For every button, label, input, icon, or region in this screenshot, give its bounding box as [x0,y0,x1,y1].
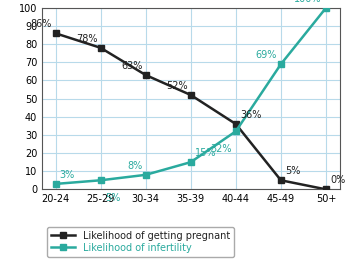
Legend: Likelihood of getting pregnant, Likelihood of infertility: Likelihood of getting pregnant, Likeliho… [47,227,234,257]
Text: 100%: 100% [294,0,322,4]
Line: Likelihood of getting pregnant: Likelihood of getting pregnant [52,30,329,193]
Likelihood of getting pregnant [324,188,328,191]
Likelihood of infertility [98,179,103,182]
Likelihood of infertility [234,130,238,133]
Line: Likelihood of infertility: Likelihood of infertility [52,4,329,188]
Likelihood of infertility [144,173,148,176]
Likelihood of infertility [279,63,283,66]
Likelihood of getting pregnant [54,32,58,35]
Text: 86%: 86% [30,19,51,29]
Likelihood of infertility [54,182,58,185]
Text: 78%: 78% [76,34,98,44]
Text: 69%: 69% [256,50,277,60]
Likelihood of infertility [189,160,193,164]
Text: 52%: 52% [166,81,188,91]
Text: 5%: 5% [285,166,300,176]
Likelihood of getting pregnant [189,93,193,97]
Text: 3%: 3% [60,170,75,180]
Text: 8%: 8% [128,161,143,171]
Text: 5%: 5% [105,193,120,203]
Text: 36%: 36% [240,110,261,120]
Likelihood of getting pregnant [98,46,103,49]
Likelihood of getting pregnant [144,73,148,77]
Likelihood of infertility [324,6,328,9]
Likelihood of getting pregnant [279,179,283,182]
Likelihood of getting pregnant [234,123,238,126]
Text: 63%: 63% [121,61,143,71]
Text: 15%: 15% [195,148,216,158]
Text: 0%: 0% [330,175,345,185]
Text: 32%: 32% [210,144,232,154]
